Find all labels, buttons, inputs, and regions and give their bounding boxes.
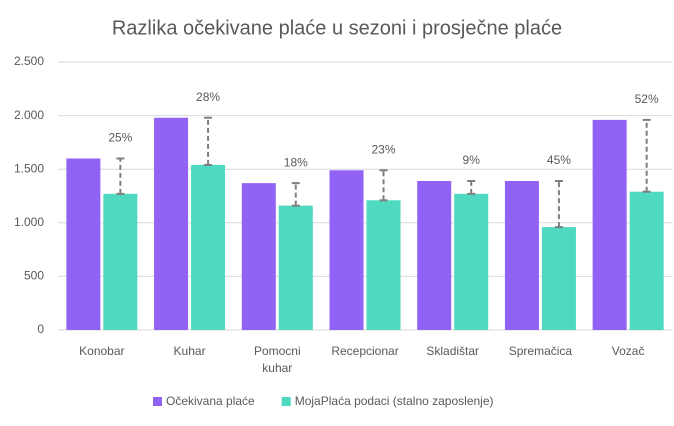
- difference-label: 25%: [108, 131, 132, 145]
- x-tick-label: Pomocni kuhar: [254, 344, 301, 375]
- difference-label: 28%: [196, 90, 220, 104]
- difference-label: 52%: [635, 92, 659, 106]
- difference-bar: [116, 157, 125, 195]
- difference-bar: [379, 169, 388, 202]
- bar: [417, 180, 452, 330]
- difference-bar: [467, 179, 476, 195]
- bar: [154, 117, 189, 330]
- bar: [103, 193, 138, 330]
- legend-label: Očekivana plaće: [166, 394, 255, 408]
- difference-bar: [554, 179, 563, 229]
- x-tick-label: Recepcionar: [331, 344, 398, 358]
- x-tick-label: Kuhar: [174, 344, 206, 358]
- legend-swatch: [281, 397, 291, 406]
- bar: [241, 183, 276, 330]
- bar: [592, 119, 627, 330]
- bar: [278, 205, 313, 330]
- difference-label: 23%: [371, 142, 395, 156]
- difference-label: 18%: [284, 155, 308, 169]
- bar: [366, 200, 401, 330]
- y-tick-label: 500: [24, 269, 44, 283]
- y-tick-label: 1.000: [14, 215, 44, 229]
- bar: [329, 170, 364, 330]
- bar: [504, 180, 539, 330]
- difference-bar: [291, 182, 300, 207]
- difference-label: 45%: [547, 153, 571, 167]
- x-tick-label: Vozač: [612, 344, 645, 358]
- bar: [454, 193, 489, 330]
- x-tick-label: Konobar: [79, 344, 124, 358]
- difference-label: 9%: [463, 153, 481, 167]
- y-tick-label: 1.500: [14, 161, 44, 175]
- difference-bar: [642, 118, 651, 193]
- y-tick-label: 2.000: [14, 108, 44, 122]
- bar: [191, 164, 226, 330]
- x-tick-label: Spremačica: [509, 344, 573, 358]
- bar: [541, 227, 576, 330]
- bar: [66, 158, 101, 330]
- y-tick-label: 0: [37, 322, 44, 336]
- y-tick-label: 2.500: [14, 54, 44, 68]
- difference-bar: [204, 116, 213, 166]
- legend-label: MojaPlaća podaci (stalno zaposlenje): [295, 394, 494, 408]
- x-tick-label: Skladištar: [426, 344, 479, 358]
- chart-title: Razlika očekivane plaće u sezoni i prosj…: [112, 17, 562, 39]
- legend-swatch: [153, 397, 162, 406]
- bar: [629, 191, 664, 330]
